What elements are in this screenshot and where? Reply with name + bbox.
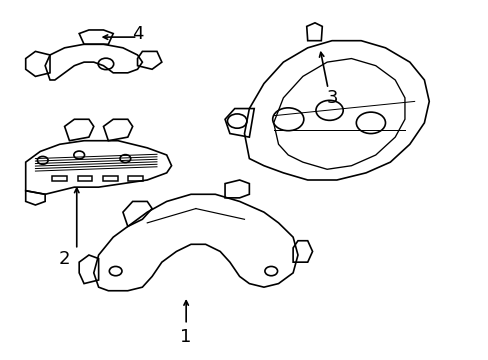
Text: 4: 4 [131,24,143,42]
Text: 3: 3 [325,89,337,107]
Text: 1: 1 [180,328,191,346]
Text: 2: 2 [59,249,70,267]
